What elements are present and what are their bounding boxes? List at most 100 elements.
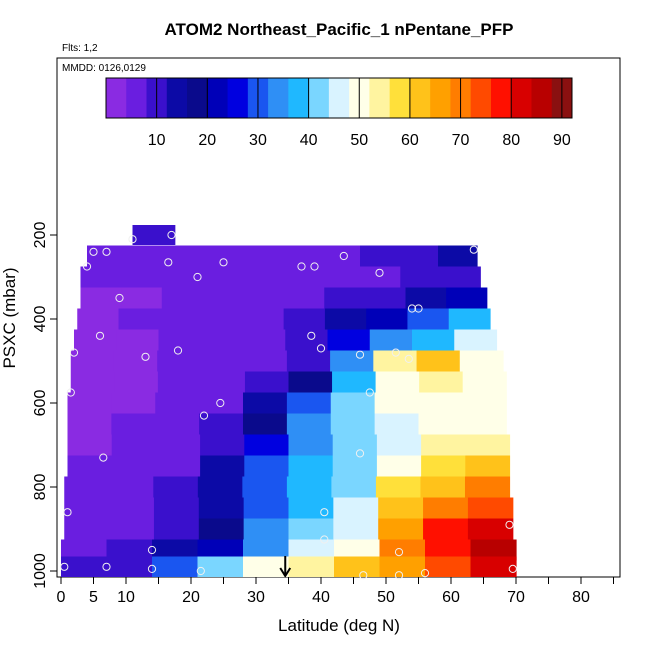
heatmap-cell [153, 518, 200, 540]
colorbar-swatch [187, 78, 208, 118]
data-point [63, 508, 72, 517]
colorbar-swatch [126, 78, 148, 118]
heatmap-cell [61, 556, 108, 577]
x-axis: 0 5 10 20 30 40 50 60 70 80 [57, 577, 614, 606]
heatmap-cell [373, 350, 418, 372]
heatmap-cell [243, 287, 285, 309]
data-point [320, 508, 329, 517]
colorbar-swatch [308, 78, 330, 118]
latitude-marker [279, 556, 292, 578]
heatmap-cell [425, 556, 472, 577]
heatmap-cell [157, 371, 202, 393]
colorbar-tick-label: 80 [502, 132, 520, 149]
heatmap-cell [288, 434, 334, 456]
heatmap-cell [244, 371, 290, 393]
heatmap-cell [80, 266, 122, 288]
heatmap-cell [374, 392, 420, 414]
x-tick-label: 30 [247, 589, 265, 606]
heatmap-cell [331, 476, 377, 498]
heatmap-cell [67, 434, 113, 456]
heatmap-cell [242, 308, 285, 330]
data-point [310, 262, 319, 271]
heatmap-cell [200, 350, 245, 372]
heatmap-cell [202, 287, 244, 309]
data-point [375, 268, 384, 277]
x-tick-label: 70 [507, 589, 525, 606]
flights-label: Flts: 1,2 [62, 43, 98, 54]
heatmap-cell [153, 497, 200, 519]
heatmap-cell [153, 476, 199, 498]
data-point [102, 247, 111, 256]
data-point [216, 398, 225, 408]
data-point [173, 346, 183, 355]
colorbar-swatch [490, 78, 512, 118]
data-point [69, 348, 79, 357]
data-point [394, 571, 404, 580]
data-point [89, 247, 98, 256]
heatmap-cell [334, 556, 381, 577]
data-point [307, 331, 316, 340]
data-point [66, 388, 75, 397]
heatmap-cell [286, 392, 332, 414]
data-point [164, 258, 173, 267]
heatmap-cell [243, 392, 288, 414]
colorbar [105, 77, 573, 119]
y-axis: 200 400 600 800 1000 [32, 222, 57, 589]
heatmap-cell [200, 434, 245, 456]
data-point [355, 449, 365, 458]
heatmap-cell [324, 287, 366, 309]
heatmap-cell [121, 287, 163, 309]
heatmap-cell [77, 308, 120, 330]
x-axis-label: Latitude (deg N) [278, 616, 400, 635]
x-tick-label: 5 [89, 589, 98, 606]
heatmap-cells [61, 225, 517, 577]
heatmap-cell [64, 476, 110, 498]
heatmap-cell [106, 556, 153, 577]
heatmap-cell [283, 287, 325, 309]
heatmap-cell [282, 245, 322, 267]
heatmap-cell [407, 308, 450, 330]
data-point [199, 411, 209, 420]
heatmap-cell [462, 392, 507, 414]
colorbar-swatch [268, 78, 289, 118]
heatmap-cell [108, 476, 154, 498]
heatmap-cell [462, 371, 507, 393]
heatmap-cell [244, 455, 290, 477]
heatmap-cell [200, 329, 244, 351]
heatmap-cell [243, 556, 290, 577]
heatmap-cell [440, 266, 481, 288]
y-axis-label: PSXC (mbar) [0, 267, 19, 368]
heatmap-cell [285, 329, 329, 351]
data-point [141, 352, 150, 361]
heatmap-cell [161, 287, 203, 309]
heatmap-cell [288, 518, 334, 540]
heatmap-cell [376, 434, 422, 456]
heatmap-cell [288, 539, 335, 561]
heatmap-cell [418, 413, 463, 435]
heatmap-cell [369, 329, 413, 351]
heatmap-cell [364, 287, 407, 309]
colorbar-swatch [389, 78, 411, 118]
heatmap-cell [459, 350, 504, 372]
heatmap-cell [467, 497, 514, 519]
data-point [99, 453, 108, 462]
heatmap-cell [132, 225, 176, 245]
data-point [420, 569, 430, 578]
data-point [394, 548, 404, 557]
heatmap-cell [320, 266, 361, 288]
heatmap-cell [126, 245, 166, 267]
y-tick-label: 600 [32, 390, 49, 417]
colorbar-tick-label: 90 [553, 132, 571, 149]
heatmap-cell [465, 455, 511, 477]
heatmap-cell [332, 434, 378, 456]
data-point [404, 354, 413, 363]
colorbar-swatch [511, 78, 532, 118]
colorbar-swatch [470, 78, 492, 118]
heatmap-cell [106, 539, 153, 561]
data-point [407, 304, 417, 313]
heatmap-cell [155, 413, 200, 435]
measurement-points [60, 230, 517, 580]
heatmap-cell [333, 497, 379, 519]
data-point [316, 344, 326, 353]
